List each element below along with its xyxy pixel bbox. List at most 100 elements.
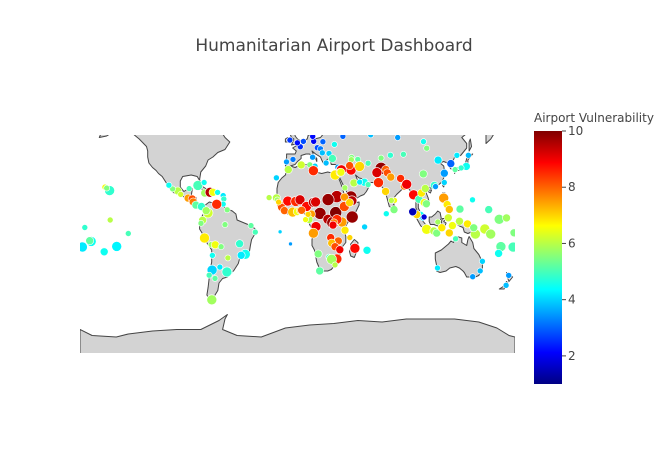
airport-marker[interactable] (252, 228, 259, 236)
airport-marker[interactable] (289, 156, 297, 163)
airport-marker[interactable] (502, 281, 510, 289)
airport-marker[interactable] (185, 185, 193, 192)
airport-marker[interactable] (386, 172, 396, 182)
airport-marker[interactable] (432, 183, 439, 190)
airport-marker[interactable] (423, 144, 431, 152)
airport-marker[interactable] (446, 159, 456, 168)
airport-marker[interactable] (444, 205, 454, 214)
airport-marker[interactable] (111, 241, 122, 252)
airport-marker[interactable] (288, 241, 293, 247)
airport-marker[interactable] (354, 161, 365, 172)
airport-marker[interactable] (356, 178, 364, 186)
airport-marker[interactable] (275, 198, 282, 206)
airport-marker[interactable] (319, 138, 327, 145)
airport-marker[interactable] (200, 179, 208, 186)
airport-marker[interactable] (484, 205, 494, 214)
airport-marker[interactable] (371, 167, 383, 178)
airport-marker[interactable] (485, 228, 497, 240)
airport-marker[interactable] (331, 141, 338, 148)
airport-marker[interactable] (400, 151, 407, 158)
airport-marker[interactable] (286, 136, 294, 144)
airport-marker[interactable] (81, 224, 89, 231)
airport-marker[interactable] (216, 263, 224, 271)
airport-marker[interactable] (294, 194, 306, 206)
airport-marker[interactable] (340, 192, 349, 202)
airport-marker[interactable] (367, 132, 374, 139)
airport-marker[interactable] (331, 261, 339, 269)
airport-marker[interactable] (364, 181, 372, 188)
airport-marker[interactable] (373, 177, 384, 188)
airport-marker[interactable] (209, 252, 216, 259)
airport-marker[interactable] (106, 216, 114, 224)
airport-marker[interactable] (469, 223, 479, 233)
airport-marker[interactable] (345, 161, 354, 170)
airport-marker[interactable] (310, 196, 321, 208)
airport-marker[interactable] (221, 221, 229, 228)
airport-marker[interactable] (420, 138, 427, 145)
airport-marker[interactable] (443, 213, 453, 223)
airport-marker[interactable] (283, 158, 290, 166)
airport-marker[interactable] (273, 174, 280, 182)
airport-marker[interactable] (420, 213, 428, 221)
airport-marker[interactable] (432, 228, 442, 238)
airport-marker[interactable] (463, 219, 472, 229)
airport-marker[interactable] (247, 222, 255, 229)
airport-marker[interactable] (211, 199, 222, 210)
airport-marker[interactable] (297, 206, 306, 215)
airport-marker[interactable] (304, 211, 312, 218)
airport-marker[interactable] (197, 220, 205, 227)
airport-marker[interactable] (77, 241, 88, 253)
airport-marker[interactable] (307, 127, 313, 133)
airport-marker[interactable] (505, 272, 513, 279)
airport-marker[interactable] (465, 152, 472, 159)
airport-marker[interactable] (103, 184, 110, 192)
airport-marker[interactable] (364, 159, 372, 167)
airport-marker[interactable] (224, 254, 232, 262)
airport-marker[interactable] (211, 275, 219, 282)
airport-marker[interactable] (382, 210, 390, 217)
airport-marker[interactable] (268, 121, 274, 127)
airport-marker[interactable] (453, 152, 461, 159)
airport-marker[interactable] (455, 204, 465, 214)
airport-marker[interactable] (265, 194, 273, 201)
airport-marker[interactable] (235, 239, 244, 248)
airport-marker[interactable] (448, 221, 457, 230)
airport-marker[interactable] (236, 251, 246, 260)
airport-marker[interactable] (296, 160, 306, 170)
airport-marker[interactable] (434, 264, 441, 272)
airport-marker[interactable] (328, 154, 337, 163)
airport-marker[interactable] (335, 245, 345, 254)
airport-marker[interactable] (214, 189, 221, 196)
airport-marker[interactable] (509, 228, 518, 238)
airport-marker[interactable] (494, 249, 503, 258)
airport-marker[interactable] (325, 127, 331, 133)
airport-marker[interactable] (277, 229, 283, 235)
airport-marker[interactable] (315, 266, 325, 276)
airport-marker[interactable] (280, 206, 289, 215)
airport-marker[interactable] (451, 166, 459, 173)
airport-marker[interactable] (125, 230, 132, 237)
airport-marker[interactable] (300, 138, 307, 145)
airport-marker[interactable] (422, 199, 431, 209)
airport-marker[interactable] (309, 153, 316, 161)
airport-marker[interactable] (389, 205, 399, 214)
airport-marker[interactable] (294, 139, 301, 147)
airport-marker[interactable] (479, 257, 486, 265)
airport-marker[interactable] (201, 206, 211, 215)
airport-marker[interactable] (339, 133, 347, 140)
airport-marker[interactable] (394, 135, 401, 141)
airport-marker[interactable] (377, 154, 385, 162)
airport-marker[interactable] (420, 184, 430, 193)
airport-marker[interactable] (217, 243, 225, 250)
airport-marker[interactable] (502, 213, 511, 223)
airport-marker[interactable] (507, 241, 518, 253)
airport-marker[interactable] (469, 196, 476, 204)
airport-marker[interactable] (439, 168, 449, 178)
airport-marker[interactable] (177, 191, 184, 198)
airport-marker[interactable] (401, 179, 413, 190)
airport-marker[interactable] (387, 151, 394, 159)
airport-marker[interactable] (408, 207, 418, 217)
airport-marker[interactable] (322, 159, 330, 167)
airport-marker[interactable] (316, 128, 322, 134)
airport-marker[interactable] (199, 232, 210, 244)
